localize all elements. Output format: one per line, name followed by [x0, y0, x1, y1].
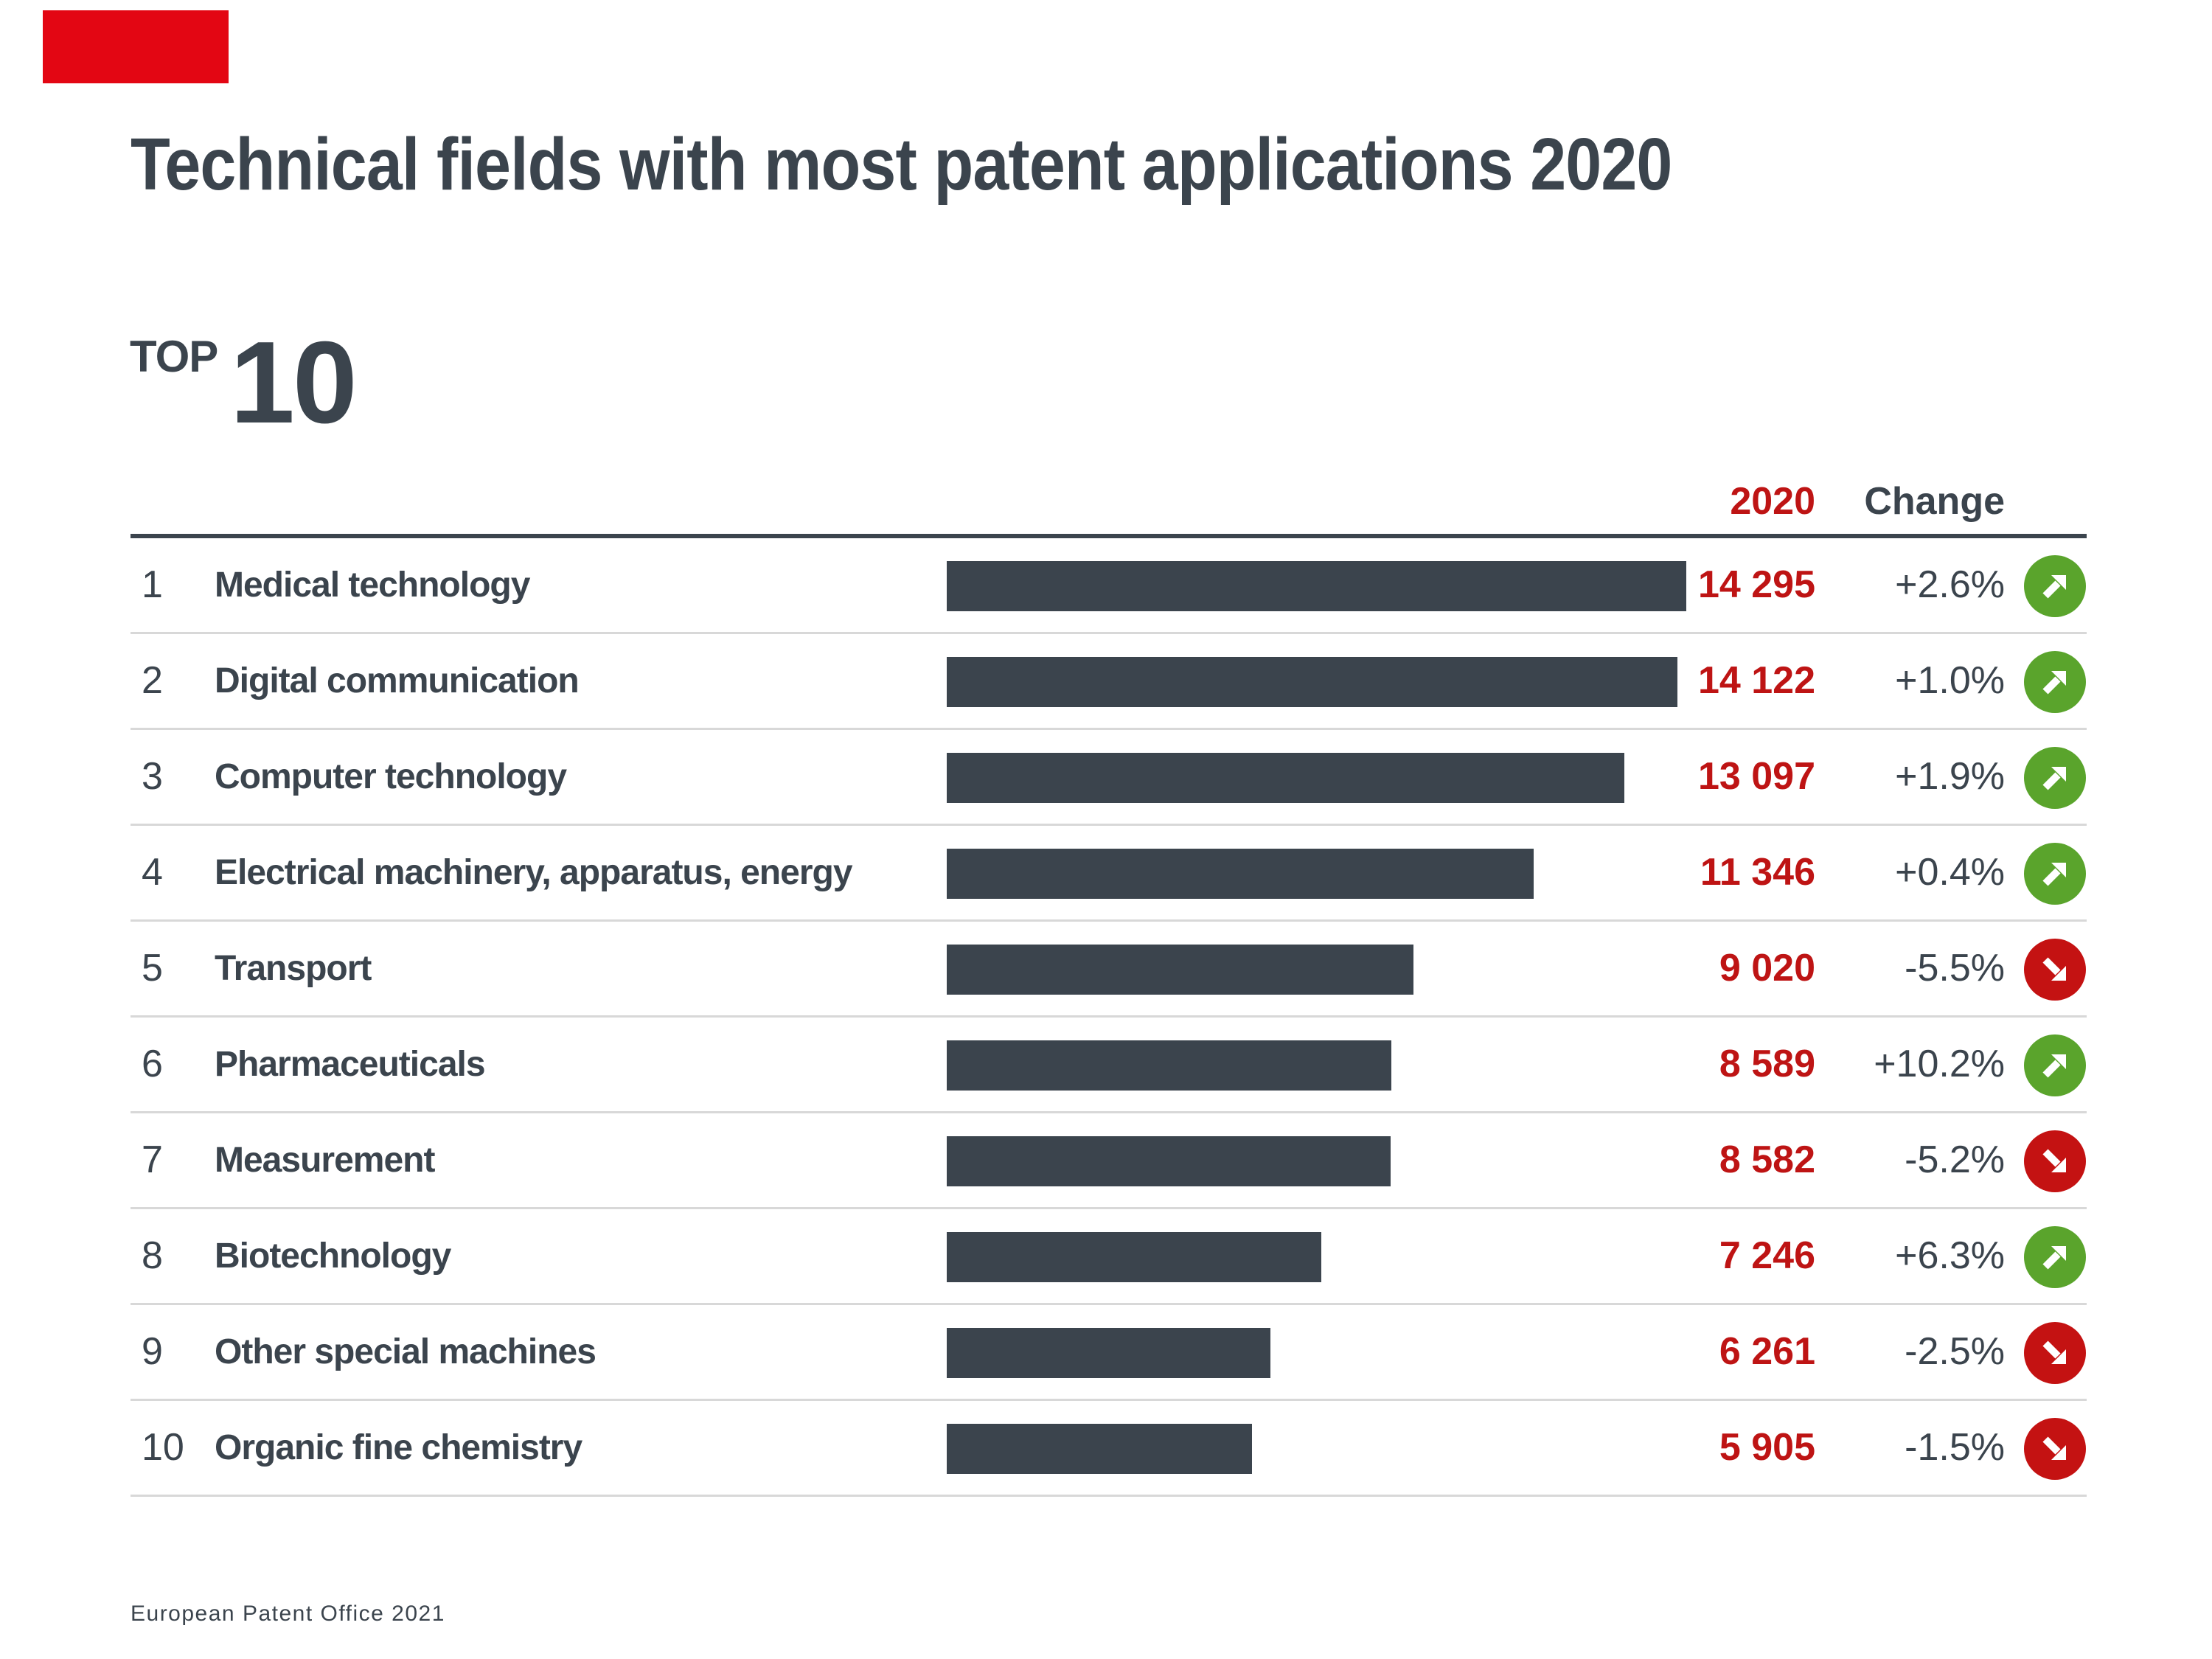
value-bar: [947, 1328, 1270, 1378]
field-label: Electrical machinery, apparatus, energy: [215, 853, 853, 892]
table-body: 1 Medical technology 14 295 +2.6% 2 Digi…: [131, 538, 2087, 1497]
table-row: 4 Electrical machinery, apparatus, energ…: [131, 826, 2087, 922]
value-2020: 14 122: [1697, 659, 1815, 702]
value-2020: 9 020: [1719, 947, 1815, 990]
table-row: 6 Pharmaceuticals 8 589 +10.2%: [131, 1018, 2087, 1113]
field-label: Transport: [215, 949, 372, 988]
value-bar: [947, 945, 1413, 995]
field-label: Other special machines: [215, 1332, 597, 1371]
trend-down-icon: [2024, 1130, 2086, 1192]
trend-up-icon: [2024, 843, 2086, 905]
page-title: Technical fields with most patent applic…: [131, 123, 1672, 206]
table-row: 8 Biotechnology 7 246 +6.3%: [131, 1209, 2087, 1305]
trend-up-icon: [2024, 1226, 2086, 1288]
value-bar: [947, 753, 1624, 803]
rank-number: 8: [142, 1234, 163, 1277]
change-percent: +2.6%: [1895, 563, 2005, 606]
rank-number: 4: [142, 851, 163, 894]
rank-number: 10: [142, 1426, 184, 1469]
field-label: Computer technology: [215, 757, 567, 796]
trend-down-icon: [2024, 939, 2086, 1001]
ranking-table: 2020 Change 1 Medical technology 14 295 …: [131, 442, 2087, 1497]
value-2020: 6 261: [1719, 1330, 1815, 1373]
table-row: 7 Measurement 8 582 -5.2%: [131, 1113, 2087, 1209]
change-percent: +1.9%: [1895, 755, 2005, 798]
value-bar: [947, 657, 1677, 707]
value-bar: [947, 561, 1686, 611]
field-label: Biotechnology: [215, 1237, 451, 1276]
change-percent: +1.0%: [1895, 659, 2005, 702]
value-2020: 14 295: [1697, 563, 1815, 606]
rank-number: 9: [142, 1330, 163, 1373]
table-row: 2 Digital communication 14 122 +1.0%: [131, 634, 2087, 730]
change-percent: +0.4%: [1895, 851, 2005, 894]
table-row: 10 Organic fine chemistry 5 905 -1.5%: [131, 1401, 2087, 1497]
rank-number: 7: [142, 1138, 163, 1181]
table-row: 3 Computer technology 13 097 +1.9%: [131, 730, 2087, 826]
change-percent: -5.2%: [1905, 1138, 2005, 1181]
value-bar: [947, 1232, 1321, 1282]
change-percent: -5.5%: [1905, 947, 2005, 990]
trend-down-icon: [2024, 1322, 2086, 1384]
change-percent: +10.2%: [1874, 1043, 2005, 1085]
source-credit: European Patent Office 2021: [131, 1601, 445, 1626]
table-header: 2020 Change: [131, 442, 2087, 538]
trend-down-icon: [2024, 1418, 2086, 1480]
value-2020: 11 346: [1700, 851, 1815, 894]
column-header-2020: 2020: [1730, 480, 1815, 523]
value-bar: [947, 849, 1534, 899]
change-percent: -2.5%: [1905, 1330, 2005, 1373]
rank-number: 2: [142, 659, 163, 702]
field-label: Digital communication: [215, 661, 580, 700]
value-2020: 8 582: [1719, 1138, 1815, 1181]
trend-up-icon: [2024, 747, 2086, 809]
change-percent: -1.5%: [1905, 1426, 2005, 1469]
value-bar: [947, 1040, 1391, 1091]
rank-number: 5: [142, 947, 163, 990]
top10-lockup: TOP 10: [130, 324, 498, 442]
value-2020: 5 905: [1719, 1426, 1815, 1469]
value-bar: [947, 1136, 1391, 1186]
table-row: 9 Other special machines 6 261 -2.5%: [131, 1305, 2087, 1401]
rank-number: 6: [142, 1043, 163, 1085]
table-row: 1 Medical technology 14 295 +2.6%: [131, 538, 2087, 634]
column-header-change: Change: [1864, 480, 2005, 523]
value-bar: [947, 1424, 1252, 1474]
trend-up-icon: [2024, 651, 2086, 713]
field-label: Measurement: [215, 1141, 435, 1180]
change-percent: +6.3%: [1895, 1234, 2005, 1277]
rank-number: 3: [142, 755, 163, 798]
trend-up-icon: [2024, 555, 2086, 617]
field-label: Pharmaceuticals: [215, 1045, 486, 1084]
top-number: 10: [230, 318, 358, 448]
value-2020: 8 589: [1719, 1043, 1815, 1085]
field-label: Medical technology: [215, 566, 530, 605]
value-2020: 13 097: [1697, 755, 1815, 798]
brand-red-block: [43, 10, 229, 83]
field-label: Organic fine chemistry: [215, 1428, 582, 1467]
rank-number: 1: [142, 563, 163, 606]
trend-up-icon: [2024, 1034, 2086, 1096]
top-label: TOP: [130, 332, 218, 381]
table-row: 5 Transport 9 020 -5.5%: [131, 922, 2087, 1018]
value-2020: 7 246: [1719, 1234, 1815, 1277]
